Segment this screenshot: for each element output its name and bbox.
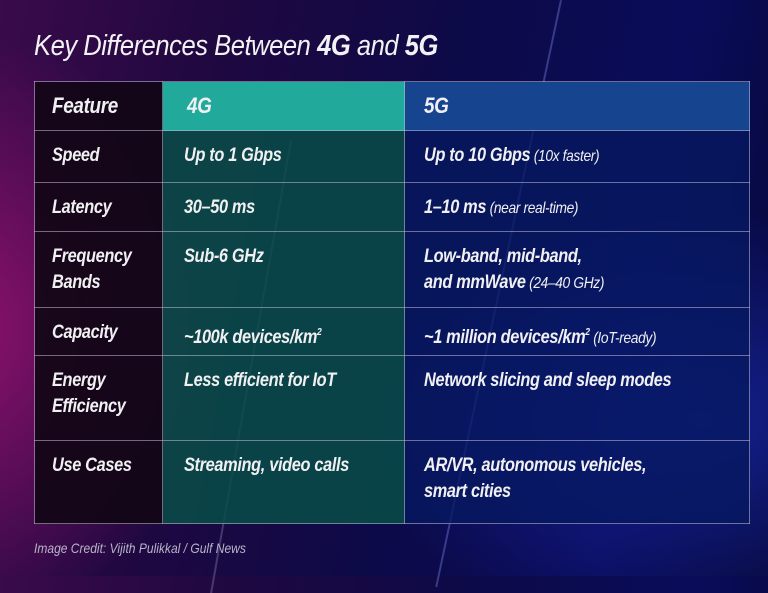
table-row-speed: Speed Up to 1 Gbps Up to 10 Gbps (10x fa…	[34, 130, 750, 183]
page-title: Key Differences Between 4G and 5G	[34, 30, 438, 62]
feature-cell: Energy Efficiency	[34, 355, 163, 441]
4g-cell: ~100k devices/km2	[162, 307, 405, 356]
4g-cell: Less efficient for IoT	[162, 355, 405, 441]
table-row-latency: Latency 30–50 ms 1–10 ms (near real-time…	[34, 182, 750, 232]
feature-cell: Capacity	[34, 307, 163, 356]
4g-cell: 30–50 ms	[162, 182, 405, 232]
feature-cell: Latency	[34, 182, 163, 232]
4g-cell: Streaming, video calls	[162, 440, 405, 524]
5g-cell: Up to 10 Gbps (10x faster)	[404, 130, 750, 183]
feature-cell: Use Cases	[34, 440, 163, 524]
header-feature: Feature	[34, 81, 163, 131]
feature-cell: Frequency Bands	[34, 231, 163, 308]
header-5g: 5G	[404, 81, 750, 131]
4g-cell: Up to 1 Gbps	[162, 130, 405, 183]
image-credit: Image Credit: Vijith Pulikkal / Gulf New…	[34, 540, 246, 556]
5g-cell: Low-band, mid-band, and mmWave (24–40 GHz…	[404, 231, 750, 308]
5g-cell: AR/VR, autonomous vehicles, smart cities	[404, 440, 750, 524]
5g-cell: ~1 million devices/km2 (IoT-ready)	[404, 307, 750, 356]
comparison-table: Feature 4G 5G Speed Up to 1 Gbps Up to 1…	[34, 81, 750, 524]
table-header-row: Feature 4G 5G	[34, 81, 750, 131]
table-row-energy-efficiency: Energy Efficiency Less efficient for IoT …	[34, 355, 750, 441]
5g-cell: 1–10 ms (near real-time)	[404, 182, 750, 232]
5g-cell: Network slicing and sleep modes	[404, 355, 750, 441]
feature-cell: Speed	[34, 130, 163, 183]
4g-cell: Sub-6 GHz	[162, 231, 405, 308]
table-row-capacity: Capacity ~100k devices/km2 ~1 million de…	[34, 307, 750, 356]
table-row-frequency-bands: Frequency Bands Sub-6 GHz Low-band, mid-b…	[34, 231, 750, 308]
table-row-use-cases: Use Cases Streaming, video calls AR/VR, …	[34, 440, 750, 524]
header-4g: 4G	[162, 81, 405, 131]
